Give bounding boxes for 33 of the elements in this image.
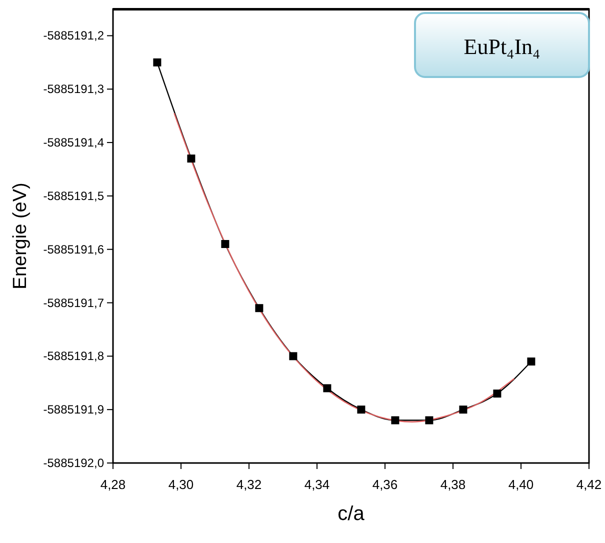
point	[255, 304, 264, 312]
x-tick-label: 4,30	[168, 477, 194, 492]
y-tick-label: -5885191,8	[43, 349, 104, 364]
point	[357, 406, 366, 414]
x-tick-label: 4,38	[440, 477, 466, 492]
point	[323, 384, 332, 392]
line-series	[174, 112, 515, 422]
x-tick-label: 4,32	[236, 477, 262, 492]
y-tick-label: -5885191,4	[43, 136, 104, 150]
x-tick-label: 4,40	[508, 477, 534, 492]
point	[391, 416, 400, 424]
point	[459, 406, 468, 414]
point	[187, 154, 196, 163]
annotation: EuPt₄In₄	[464, 34, 540, 59]
point	[289, 352, 298, 360]
x-tick-label: 4,36	[372, 477, 398, 492]
point	[153, 58, 162, 66]
point	[425, 416, 434, 424]
y-tick-label: -5885191,7	[43, 296, 104, 310]
x-axis-title: c/a	[338, 503, 366, 525]
y-tick-label: -5885191,2	[43, 28, 104, 43]
y-tick-label: -5885192,0	[43, 456, 104, 470]
point	[221, 240, 230, 248]
y-axis-title: Energie (eV)	[10, 182, 31, 290]
point	[527, 358, 536, 366]
point	[493, 390, 502, 398]
y-tick-label: -5885191,6	[43, 242, 104, 256]
y-tick-label: -5885191,3	[43, 82, 104, 96]
y-tick-label: -5885191,9	[43, 402, 104, 417]
x-tick-label: 4,28	[100, 477, 126, 492]
x-tick-label: 4,34	[304, 477, 330, 492]
y-tick-label: -5885191,5	[43, 188, 104, 203]
x-tick-label: 4,42	[576, 477, 602, 492]
